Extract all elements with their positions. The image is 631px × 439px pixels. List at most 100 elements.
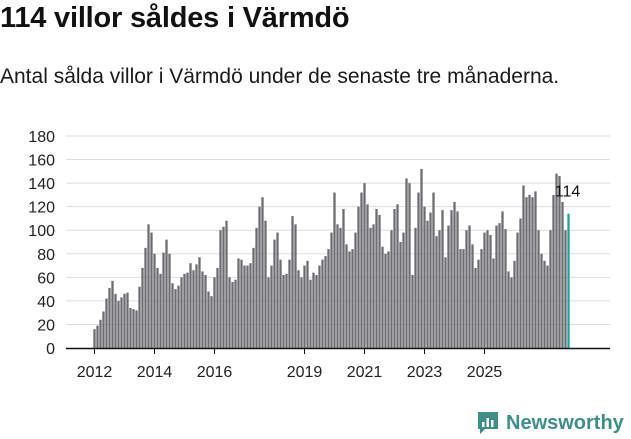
bar: [381, 246, 384, 348]
bar: [426, 220, 429, 348]
bar: [291, 216, 294, 348]
bar: [366, 204, 369, 348]
bar: [258, 206, 261, 348]
bar: [204, 274, 207, 348]
bar: [267, 277, 270, 348]
bar: [447, 225, 450, 348]
bar: [438, 230, 441, 348]
bar: [159, 273, 162, 348]
bar: [543, 260, 546, 348]
bar: [183, 273, 186, 348]
bar: [414, 227, 417, 348]
bar: [339, 227, 342, 348]
bar: [285, 273, 288, 348]
brand-name: Newsworthy: [506, 411, 624, 434]
bar: [318, 265, 321, 348]
bar: [372, 224, 375, 348]
bar: [252, 247, 255, 348]
bar: [111, 280, 114, 348]
bar: [429, 212, 432, 348]
bar: [180, 277, 183, 348]
bar: [504, 229, 507, 348]
x-tick-label: 2014: [137, 364, 173, 381]
bar: [135, 310, 138, 348]
bar: [249, 263, 252, 348]
bar: [246, 265, 249, 348]
newsworthy-logo-icon: [478, 412, 498, 434]
bar: [477, 259, 480, 348]
bar: [435, 236, 438, 348]
y-tick-label: 140: [28, 176, 55, 193]
bar: [375, 209, 378, 348]
bar: [327, 249, 330, 348]
bar: [102, 311, 105, 348]
bar: [153, 253, 156, 348]
bar: [465, 230, 468, 348]
bar: [297, 270, 300, 348]
bar: [390, 230, 393, 348]
y-tick-label: 20: [37, 317, 55, 334]
x-tick-label: 2012: [77, 364, 113, 381]
bar: [405, 178, 408, 348]
bar: [471, 244, 474, 348]
bar: [411, 274, 414, 348]
bar: [558, 176, 561, 348]
bar: [519, 218, 522, 348]
y-axis-ticks: 0 20 40 60 80 100 120 140 160 180: [28, 129, 55, 358]
bar: [141, 267, 144, 348]
bar: [330, 232, 333, 348]
y-tick-label: 100: [28, 223, 55, 240]
bar: [351, 249, 354, 348]
bar: [510, 277, 513, 348]
bar: [522, 185, 525, 348]
bar: [168, 253, 171, 348]
bar: [336, 224, 339, 348]
bar: [534, 191, 537, 348]
bar: [432, 192, 435, 348]
bar: [225, 220, 228, 348]
bar: [162, 252, 165, 348]
bar: [369, 227, 372, 348]
bar: [516, 232, 519, 348]
bar: [468, 225, 471, 348]
bar: [324, 256, 327, 348]
bar: [315, 274, 318, 348]
bar: [174, 289, 177, 348]
bar: [261, 197, 264, 348]
bar: [264, 220, 267, 348]
chart-title: 114 villor såldes i Värmdö: [0, 2, 350, 34]
bar: [105, 298, 108, 348]
bar: [222, 226, 225, 348]
bar: [171, 283, 174, 348]
bar: [186, 272, 189, 348]
bar: [564, 230, 567, 348]
bar: [294, 224, 297, 348]
bar: [345, 244, 348, 348]
bar: [354, 232, 357, 348]
last-value-label: 114: [555, 184, 581, 201]
bar: [237, 258, 240, 348]
bar: [549, 230, 552, 348]
bar: [201, 271, 204, 348]
bar-latest: [567, 213, 570, 348]
bar: [546, 265, 549, 348]
chart-subtitle: Antal sålda villor i Värmdö under de sen…: [0, 65, 560, 88]
bar: [108, 287, 111, 348]
brand[interactable]: Newsworthy: [476, 409, 624, 437]
bar: [513, 260, 516, 348]
bar: [321, 259, 324, 348]
x-tick-label: 2023: [407, 364, 443, 381]
bar: [384, 253, 387, 348]
bar: [138, 286, 141, 348]
bar: [240, 259, 243, 348]
bar: [489, 234, 492, 348]
bar: [456, 211, 459, 348]
bar: [459, 249, 462, 348]
bar: [144, 247, 147, 348]
bar: [156, 267, 159, 348]
bar: [360, 192, 363, 348]
bar: [303, 265, 306, 348]
bar: [357, 206, 360, 348]
bar: [195, 264, 198, 348]
bar: [486, 230, 489, 348]
